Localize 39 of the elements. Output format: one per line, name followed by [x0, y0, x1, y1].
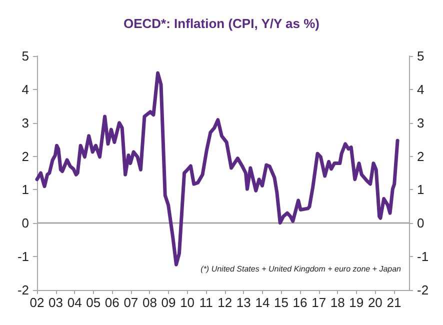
annotation: (*) United States + United Kingdom + euro zone + Japan — [200, 264, 402, 274]
x-tick-label: 21 — [386, 295, 402, 310]
x-tick-label: 16 — [292, 295, 308, 310]
x-tick-label: 14 — [255, 295, 270, 310]
y2-tick-label: 5 — [417, 48, 424, 64]
y2-tick-label: 2 — [417, 148, 424, 164]
x-tick-label: 10 — [180, 295, 195, 310]
y2-tick-label: -1 — [417, 249, 429, 264]
y-tick-label: 3 — [22, 115, 29, 130]
y-tick-label: -2 — [17, 282, 29, 298]
y-tick-label: 0 — [22, 216, 29, 231]
x-tick-label: 06 — [104, 295, 120, 310]
x-tick-label: 04 — [67, 295, 82, 310]
x-tick-label: 20 — [368, 295, 382, 310]
x-tick-label: 12 — [218, 295, 232, 310]
y-tick-label: 1 — [22, 182, 29, 198]
x-tick-label: 17 — [312, 295, 326, 310]
y2-tick-label: 0 — [417, 216, 424, 231]
x-tick-label: 05 — [86, 295, 101, 310]
x-tick-label: 08 — [142, 295, 157, 310]
x-tick-label: 19 — [349, 295, 364, 310]
chart-title: OECD*: Inflation (CPI, Y/Y as %) — [124, 16, 320, 31]
x-tick-label: 07 — [124, 295, 138, 310]
x-tick-label: 09 — [161, 295, 176, 310]
x-tick-label: 18 — [330, 295, 345, 310]
x-tick-label: 03 — [48, 295, 64, 310]
y2-tick-label: 3 — [417, 115, 424, 130]
y-tick-label: 4 — [22, 82, 29, 97]
y2-tick-label: -2 — [417, 282, 429, 298]
y-tick-label: 5 — [22, 48, 29, 64]
x-tick-label: 11 — [199, 295, 213, 310]
y2-tick-label: 4 — [417, 82, 424, 97]
y2-tick-label: 1 — [417, 182, 424, 198]
x-tick-label: 13 — [236, 295, 251, 310]
line-series — [35, 71, 400, 266]
x-tick-label: 02 — [30, 295, 44, 310]
x-tick-label: 15 — [274, 295, 288, 310]
y-tick-label: -1 — [17, 249, 29, 264]
y-tick-label: 2 — [22, 148, 29, 164]
